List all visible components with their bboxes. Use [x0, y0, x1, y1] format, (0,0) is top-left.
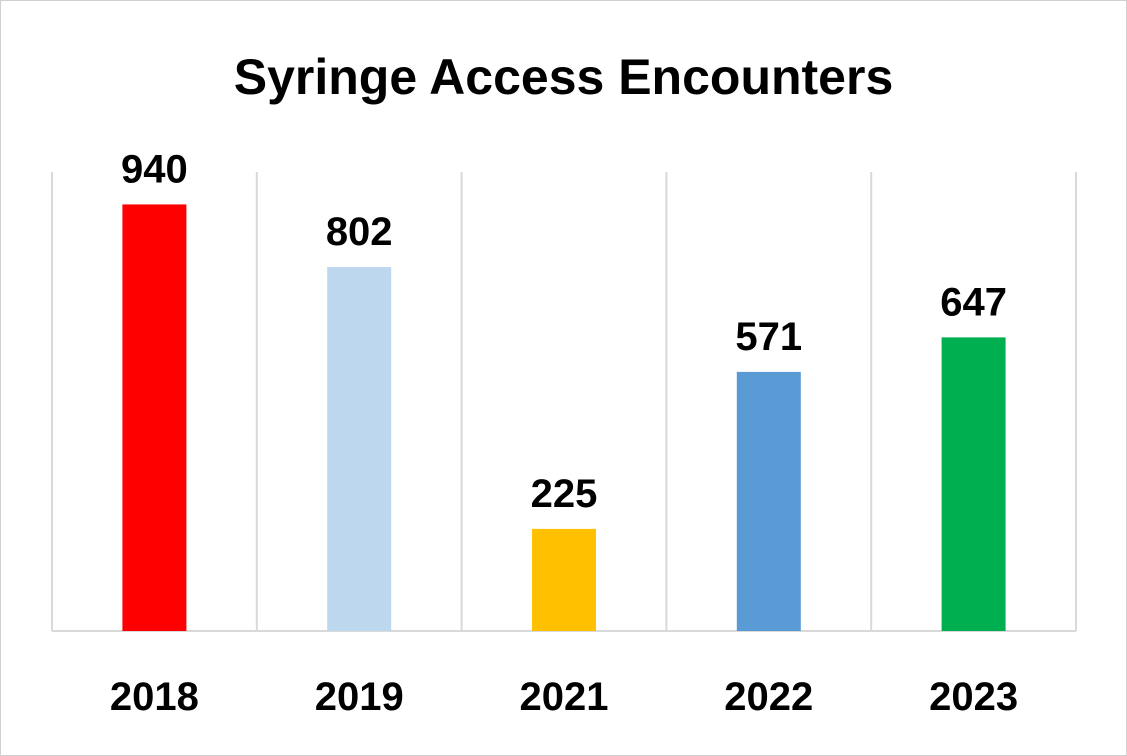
- x-tick-label-2023: 2023: [929, 675, 1018, 719]
- bar-2023: [941, 337, 1006, 631]
- x-tick-labels: 2018 2019 2021 2022 2023: [110, 675, 1018, 719]
- x-tick-label-2018: 2018: [110, 675, 199, 719]
- bar-2021: [532, 528, 596, 631]
- data-label-2022: 571: [735, 315, 802, 359]
- x-tick-label-2019: 2019: [315, 675, 404, 719]
- data-label-2023: 647: [940, 280, 1007, 324]
- data-labels: 940 802 225 571 647: [121, 147, 1007, 515]
- data-label-2021: 225: [531, 472, 598, 516]
- bars: [122, 204, 1006, 632]
- x-tick-label-2021: 2021: [520, 675, 609, 719]
- data-label-2019: 802: [326, 210, 393, 254]
- bar-2022: [736, 371, 801, 631]
- bar-2018: [122, 204, 187, 632]
- x-tick-label-2022: 2022: [724, 675, 813, 719]
- bar-2019: [327, 267, 392, 631]
- data-label-2018: 940: [121, 147, 188, 191]
- chart-title: Syringe Access Encounters: [233, 49, 894, 105]
